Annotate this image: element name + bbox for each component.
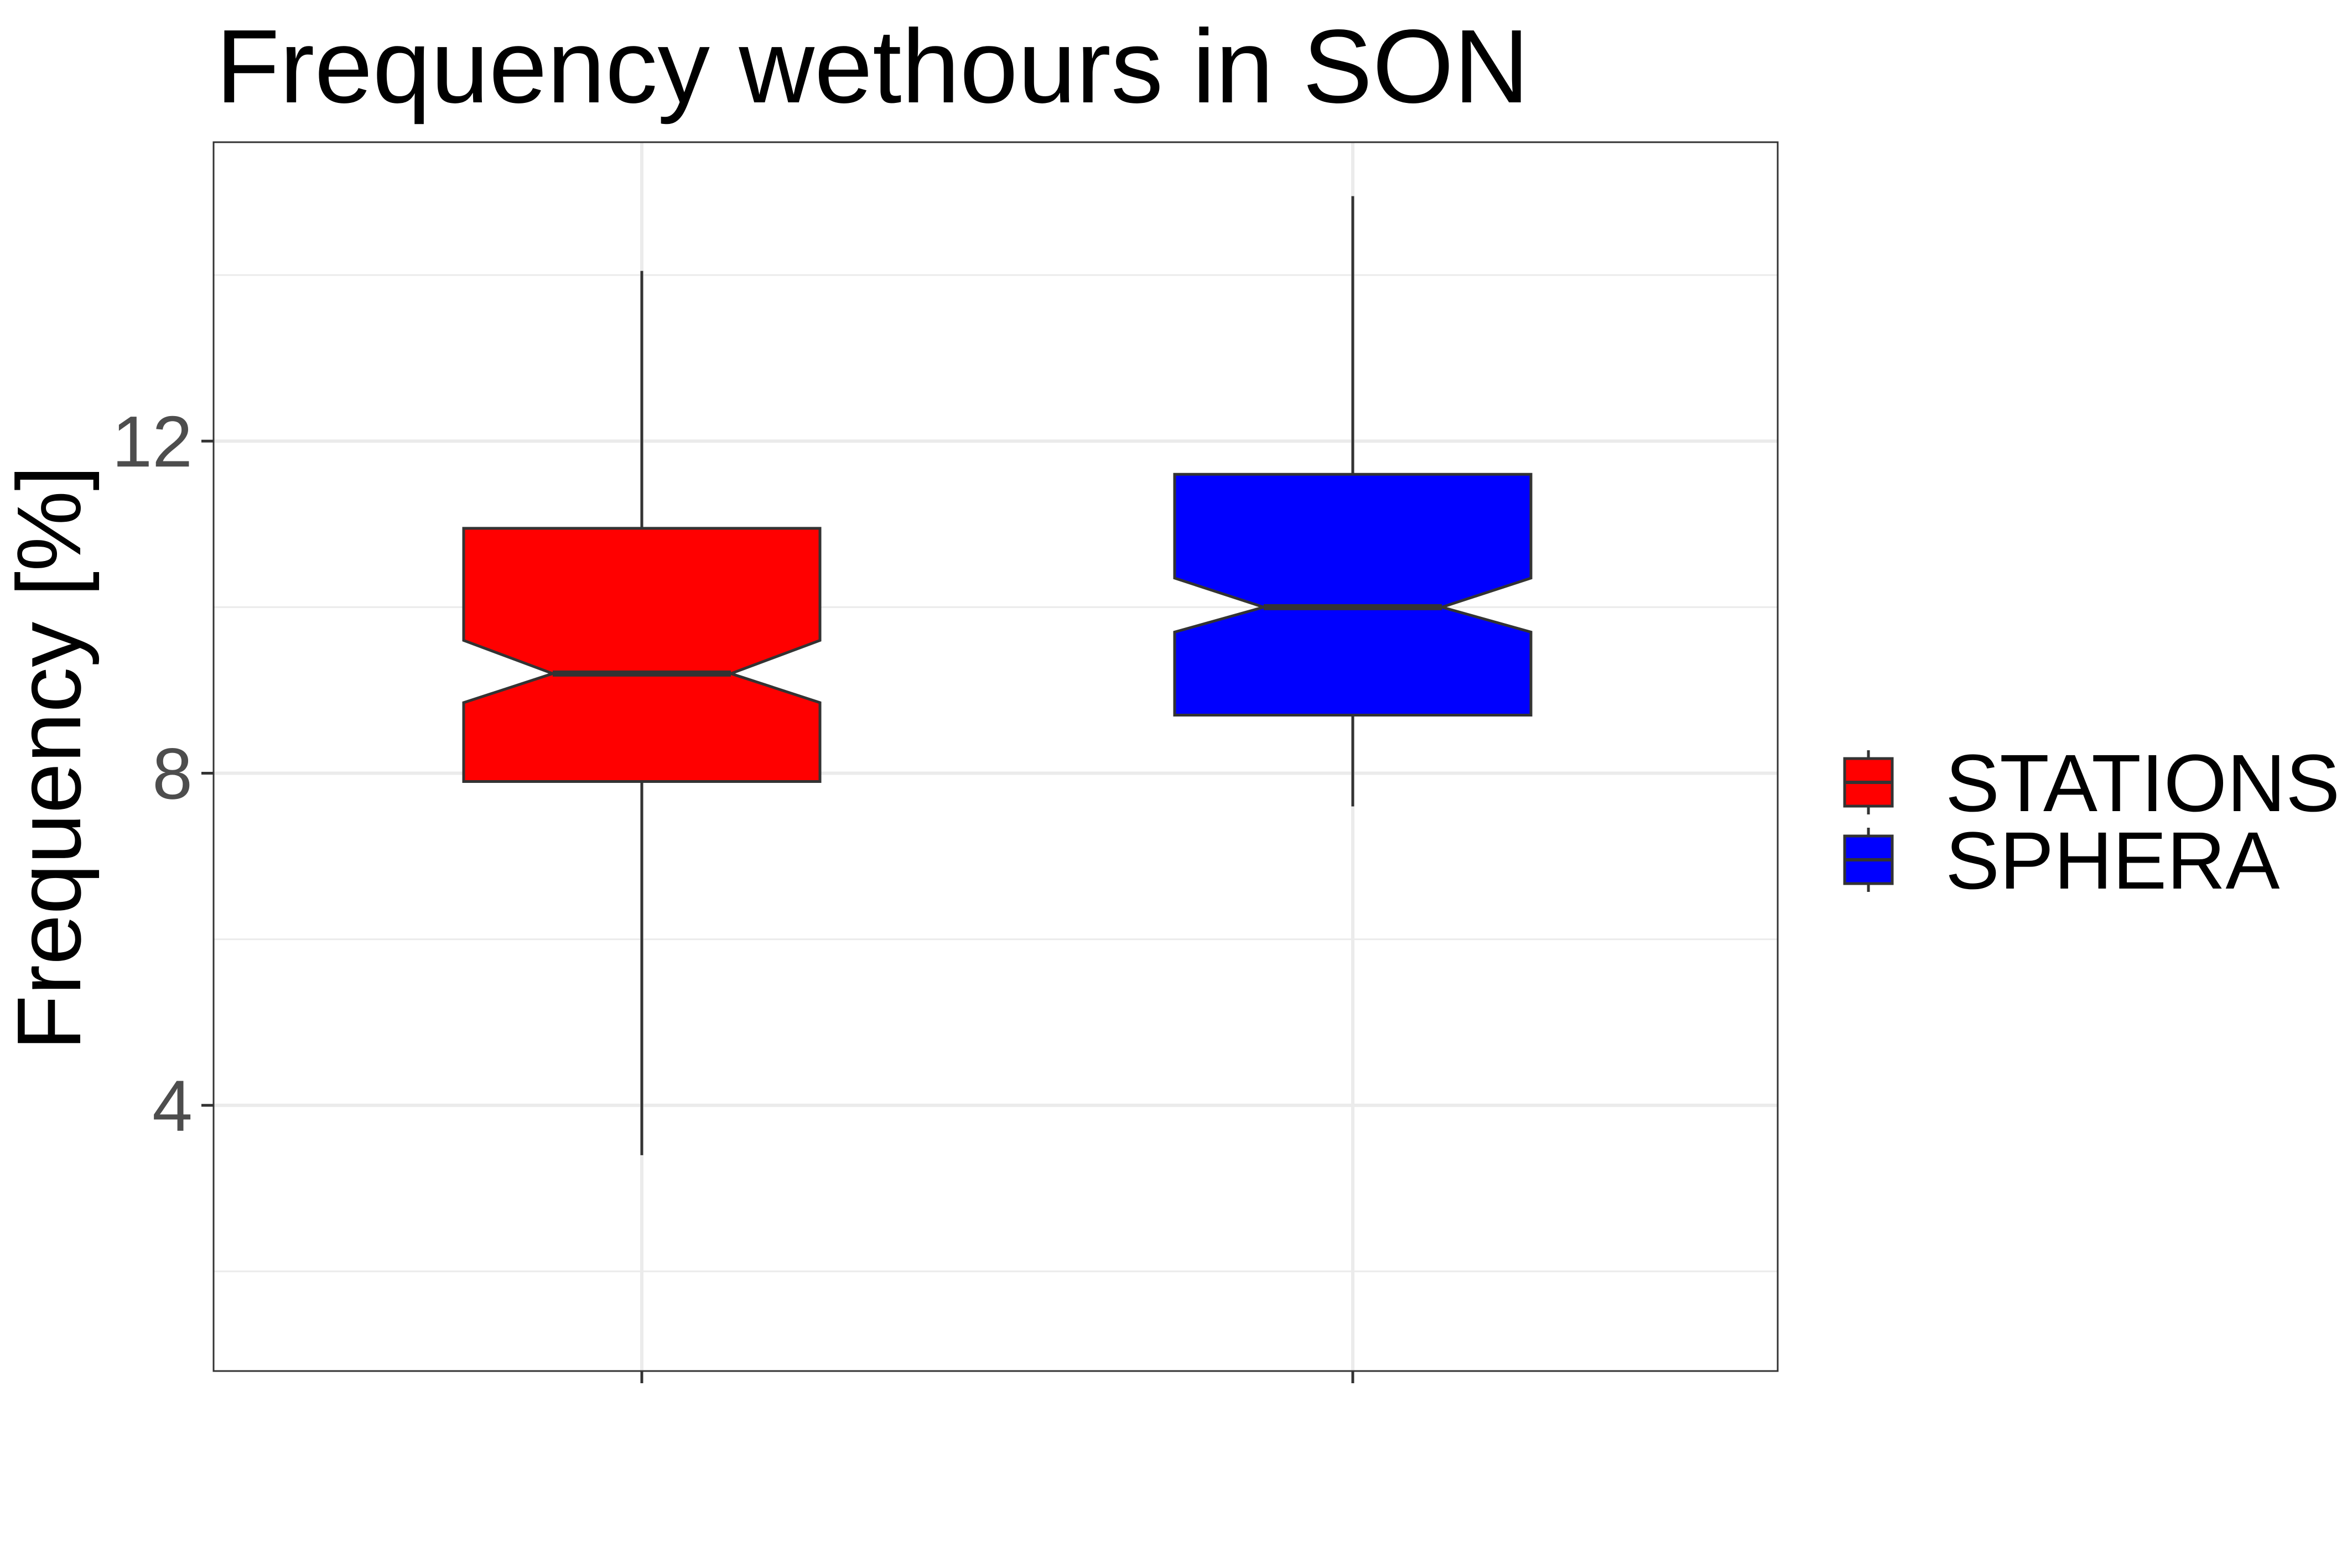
legend-item-sphera: SPHERA (1843, 816, 2280, 906)
legend-label: STATIONS (1945, 738, 2340, 829)
plot-panel-border (212, 141, 1779, 1372)
y-tick-label: 4 (152, 1065, 193, 1146)
box-stations (462, 271, 822, 1155)
legend-item-stations: STATIONS (1843, 738, 2340, 829)
axis-layer: 4 8 12 (112, 401, 1354, 1383)
grid-lines (214, 142, 1778, 1371)
box-sphera (1173, 196, 1533, 807)
y-tick-label: 12 (112, 401, 193, 482)
notched-box (462, 527, 822, 783)
legend-label: SPHERA (1945, 816, 2280, 906)
chart-title: Frequency wethours in SON (216, 8, 1529, 125)
y-axis-label: Frequency [%] (0, 465, 100, 1050)
box-layer (462, 196, 1533, 1155)
notched-box (1173, 473, 1533, 716)
y-tick-label: 8 (152, 733, 193, 814)
